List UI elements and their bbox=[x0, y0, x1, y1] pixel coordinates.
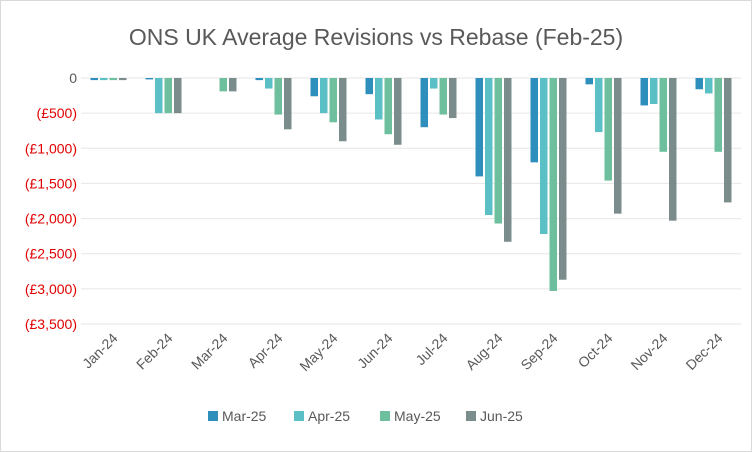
legend-swatch bbox=[208, 411, 218, 421]
bar-mar-25-sep-24 bbox=[530, 78, 538, 163]
y-axis-ticks: 0 (£500) (£1,000) (£1,500) (£2,000) (£2,500) (… bbox=[25, 70, 77, 332]
y-tick-label: 0 bbox=[69, 70, 77, 86]
y-tick-label: (£1,000) bbox=[25, 140, 77, 156]
bar-mar-25-jul-24 bbox=[420, 78, 428, 128]
gridlines bbox=[81, 77, 741, 325]
legend-label: May-25 bbox=[394, 408, 441, 424]
bar-may-25-may-24 bbox=[329, 78, 337, 123]
legend-swatch bbox=[294, 411, 304, 421]
bar-apr-25-may-24 bbox=[320, 78, 328, 114]
legend-swatch bbox=[466, 411, 476, 421]
x-tick-label: Mar-24 bbox=[188, 330, 231, 373]
bar-may-25-dec-24 bbox=[714, 78, 722, 152]
x-tick-label: Jul-24 bbox=[412, 330, 450, 368]
bar-mar-25-apr-24 bbox=[255, 78, 263, 81]
bar-mar-25-aug-24 bbox=[475, 78, 483, 177]
bar-apr-25-jul-24 bbox=[430, 78, 438, 89]
bar-may-25-aug-24 bbox=[494, 78, 502, 224]
bar-jun-25-nov-24 bbox=[669, 78, 677, 221]
x-tick-label: Apr-24 bbox=[245, 330, 286, 371]
bar-apr-25-sep-24 bbox=[540, 78, 548, 235]
bar-apr-25-aug-24 bbox=[485, 78, 493, 216]
bar-may-25-jun-24 bbox=[384, 78, 392, 135]
bar-may-25-nov-24 bbox=[659, 78, 667, 152]
x-tick-label: Dec-24 bbox=[682, 330, 725, 373]
bar-mar-25-dec-24 bbox=[695, 78, 703, 90]
bar-may-25-mar-24 bbox=[219, 78, 227, 92]
x-tick-label: Jun-24 bbox=[354, 330, 396, 372]
bar-may-25-feb-24 bbox=[164, 78, 172, 114]
legend: Mar-25 Apr-25 May-25 Jun-25 bbox=[208, 408, 523, 424]
bar-apr-25-apr-24 bbox=[265, 78, 273, 89]
bar-jun-25-mar-24 bbox=[229, 78, 237, 92]
x-tick-label: Jan-24 bbox=[79, 330, 121, 372]
chart-title: ONS UK Average Revisions vs Rebase (Feb-… bbox=[129, 24, 623, 50]
y-tick-label: (£500) bbox=[37, 105, 77, 121]
bar-may-25-jan-24 bbox=[109, 78, 117, 81]
bar-jun-25-aug-24 bbox=[504, 78, 512, 242]
bar-jun-25-jan-24 bbox=[119, 78, 127, 81]
bar-apr-25-feb-24 bbox=[155, 78, 163, 114]
bar-mar-25-nov-24 bbox=[640, 78, 648, 106]
bar-apr-25-jan-24 bbox=[100, 78, 108, 81]
y-tick-label: (£1,500) bbox=[25, 175, 77, 191]
x-tick-label: Nov-24 bbox=[627, 330, 670, 373]
x-tick-label: Feb-24 bbox=[133, 330, 176, 373]
bar-mar-25-jan-24 bbox=[90, 78, 98, 81]
bar-jun-25-feb-24 bbox=[174, 78, 182, 114]
y-tick-label: (£3,500) bbox=[25, 316, 77, 332]
y-tick-label: (£3,000) bbox=[25, 281, 77, 297]
bar-jun-25-dec-24 bbox=[724, 78, 732, 203]
bar-apr-25-jun-24 bbox=[375, 78, 383, 120]
bar-jun-25-jun-24 bbox=[394, 78, 402, 145]
y-tick-label: (£2,000) bbox=[25, 211, 77, 227]
bar-may-25-sep-24 bbox=[549, 78, 557, 291]
x-tick-label: Aug-24 bbox=[462, 330, 505, 373]
bar-apr-25-oct-24 bbox=[595, 78, 603, 133]
bar-may-25-apr-24 bbox=[274, 78, 282, 115]
bar-apr-25-nov-24 bbox=[650, 78, 658, 105]
bar-jun-25-oct-24 bbox=[614, 78, 622, 214]
x-tick-label: May-24 bbox=[296, 330, 340, 374]
bar-jun-25-jul-24 bbox=[449, 78, 457, 119]
x-tick-label: Oct-24 bbox=[575, 330, 616, 371]
legend-label: Jun-25 bbox=[480, 408, 523, 424]
bar-jun-25-may-24 bbox=[339, 78, 347, 142]
x-axis-ticks: Jan-24 Feb-24 Mar-24 Apr-24 May-24 Jun-24 Jul-… bbox=[79, 330, 726, 374]
y-tick-label: (£2,500) bbox=[25, 246, 77, 262]
bar-apr-25-dec-24 bbox=[705, 78, 713, 94]
bar-jun-25-sep-24 bbox=[559, 78, 567, 280]
bars bbox=[90, 78, 732, 291]
bar-may-25-oct-24 bbox=[604, 78, 612, 181]
bar-jun-25-apr-24 bbox=[284, 78, 292, 130]
legend-swatch bbox=[380, 411, 390, 421]
bar-mar-25-may-24 bbox=[310, 78, 318, 97]
bar-mar-25-feb-24 bbox=[145, 78, 153, 80]
bar-mar-25-oct-24 bbox=[585, 78, 593, 85]
bar-mar-25-jun-24 bbox=[365, 78, 373, 95]
legend-label: Mar-25 bbox=[222, 408, 267, 424]
legend-label: Apr-25 bbox=[308, 408, 350, 424]
bar-may-25-jul-24 bbox=[439, 78, 447, 115]
x-tick-label: Sep-24 bbox=[517, 330, 560, 373]
